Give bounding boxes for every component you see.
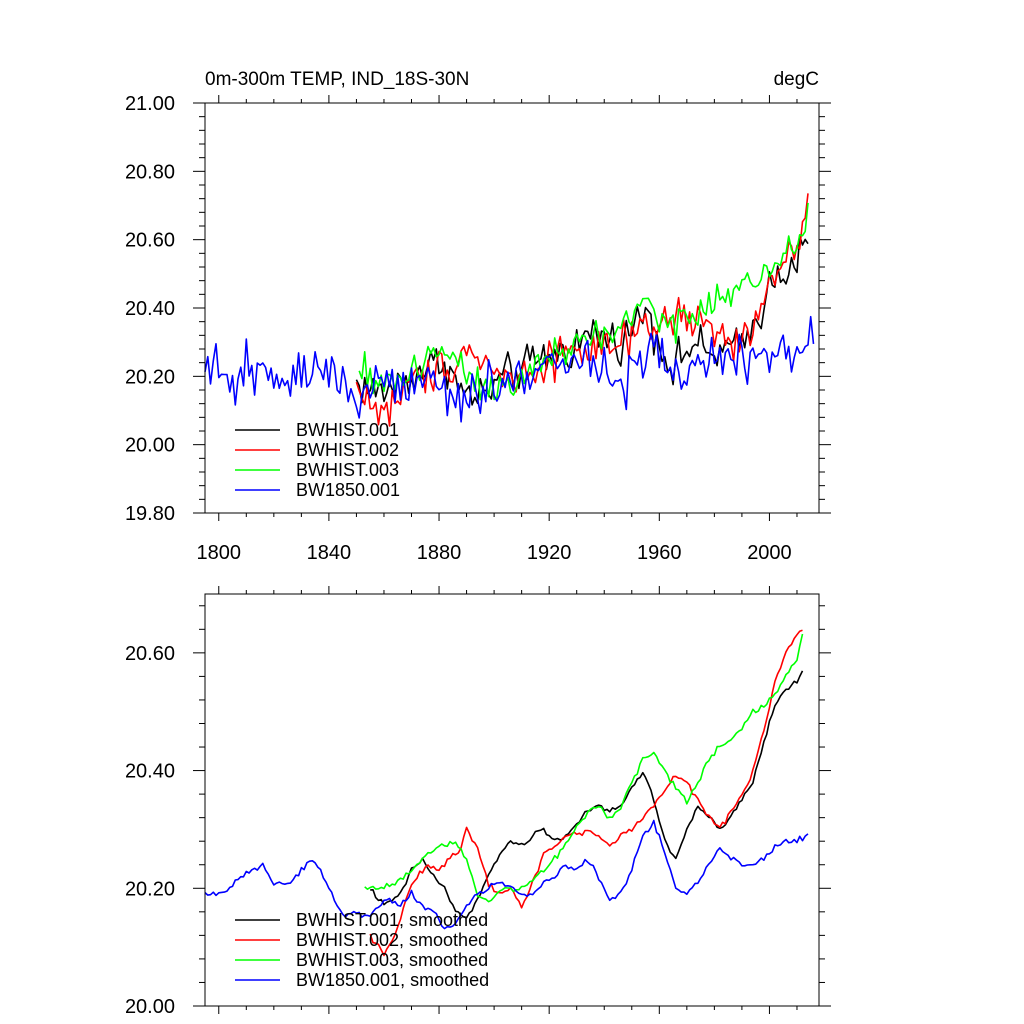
y-tick-label: 21.00 [125, 93, 175, 115]
y-tick-label: 20.00 [125, 996, 175, 1018]
top-ticks: 1800 1840 1880 1920 1960 2000 19.80 20.00 20.20 2… [125, 93, 831, 564]
bottom-plot-frame [204, 593, 820, 1007]
y-tick-label: 19.80 [125, 503, 175, 525]
x-tick-label: 1800 [197, 542, 242, 564]
series-line-bw1850-001-smoothed [204, 819, 809, 930]
series-line-bwhist-001-smoothed [370, 670, 804, 919]
series-line-bwhist-003 [358, 202, 809, 401]
y-tick-label: 20.60 [125, 643, 175, 665]
x-tick-label: 1880 [417, 542, 462, 564]
y-tick-label: 20.00 [125, 435, 175, 457]
y-tick-label: 20.20 [125, 878, 175, 900]
bottom-series [204, 629, 809, 957]
bottom-panel: 20.00 20.20 20.40 20.60 BWHIST.001, smoothe… [125, 586, 831, 1018]
y-tick-label: 20.60 [125, 230, 175, 252]
legend-label: BW1850.001 [296, 480, 400, 500]
series-line-bwhist-002-smoothed [369, 629, 803, 957]
y-tick-label: 20.80 [125, 161, 175, 183]
legend-label: BWHIST.002 [296, 440, 399, 460]
x-tick-label: 2000 [747, 542, 792, 564]
x-tick-label: 1920 [527, 542, 572, 564]
legend-label: BW1850.001, smoothed [296, 970, 489, 990]
series-line-bwhist-003-smoothed [364, 633, 804, 903]
x-tick-label: 1840 [307, 542, 352, 564]
legend-label: BWHIST.003 [296, 460, 399, 480]
legend-label: BWHIST.002, smoothed [296, 930, 488, 950]
legend-label: BWHIST.003, smoothed [296, 950, 488, 970]
top-plot-frame [204, 102, 820, 514]
bottom-ticks: 20.00 20.20 20.40 20.60 [125, 586, 831, 1018]
units-label: degC [774, 69, 819, 90]
y-tick-label: 20.20 [125, 366, 175, 388]
top-panel: 0m-300m TEMP, IND_18S-30N degC 1800 1840 1… [125, 69, 831, 564]
legend-label: BWHIST.001, smoothed [296, 910, 488, 930]
legend-label: BWHIST.001 [296, 420, 399, 440]
chart-title: 0m-300m TEMP, IND_18S-30N [205, 69, 469, 90]
series-line-bw1850-001 [204, 315, 815, 423]
y-tick-label: 20.40 [125, 298, 175, 320]
y-tick-label: 20.40 [125, 761, 175, 783]
top-series [204, 193, 815, 427]
x-tick-label: 1960 [637, 542, 682, 564]
